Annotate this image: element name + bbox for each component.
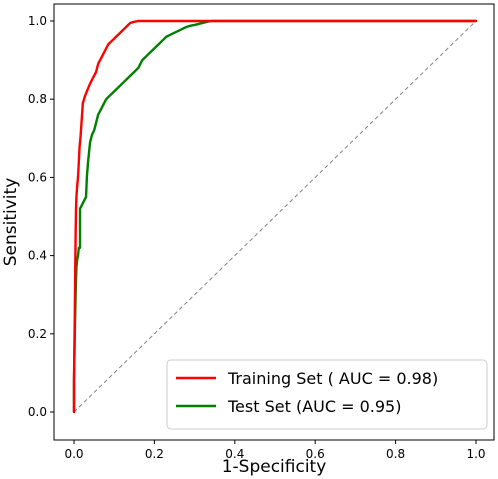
series-line-training <box>72 19 478 414</box>
reference-diagonal-line <box>73 20 477 413</box>
y-tick-label: 0.8 <box>28 92 47 106</box>
x-tick-label: 1.0 <box>466 447 485 461</box>
y-tick-label: 0.2 <box>28 327 47 341</box>
x-tick-label: 0.0 <box>64 447 83 461</box>
y-tick-label: 0.4 <box>28 249 47 263</box>
y-tick-label: 1.0 <box>28 14 47 28</box>
x-tick-label: 0.4 <box>225 447 244 461</box>
legend: Training Set ( AUC = 0.98) Test Set (AUC … <box>166 359 488 430</box>
y-axis-title: Sensitivity <box>1 178 21 267</box>
y-tick-label: 0.0 <box>28 405 47 419</box>
series-line-test <box>72 19 478 414</box>
plot-area <box>72 19 478 414</box>
x-tick-label: 0.8 <box>386 447 405 461</box>
legend-label-training: Training Set ( AUC = 0.98) <box>227 369 438 388</box>
axes-frame <box>53 3 495 441</box>
x-tick-label: 0.2 <box>145 447 164 461</box>
x-tick-label: 0.6 <box>306 447 325 461</box>
legend-box <box>166 359 488 430</box>
x-axis-title: 1-Specificity <box>222 457 327 477</box>
y-tick-label: 0.6 <box>28 170 47 184</box>
legend-label-test: Test Set (AUC = 0.95) <box>227 397 401 416</box>
axes: 0.0 0.2 0.4 0.6 0.8 1.0 0.0 0.2 0.4 0.6 0.8 1.0 1-Sp… <box>1 3 495 477</box>
